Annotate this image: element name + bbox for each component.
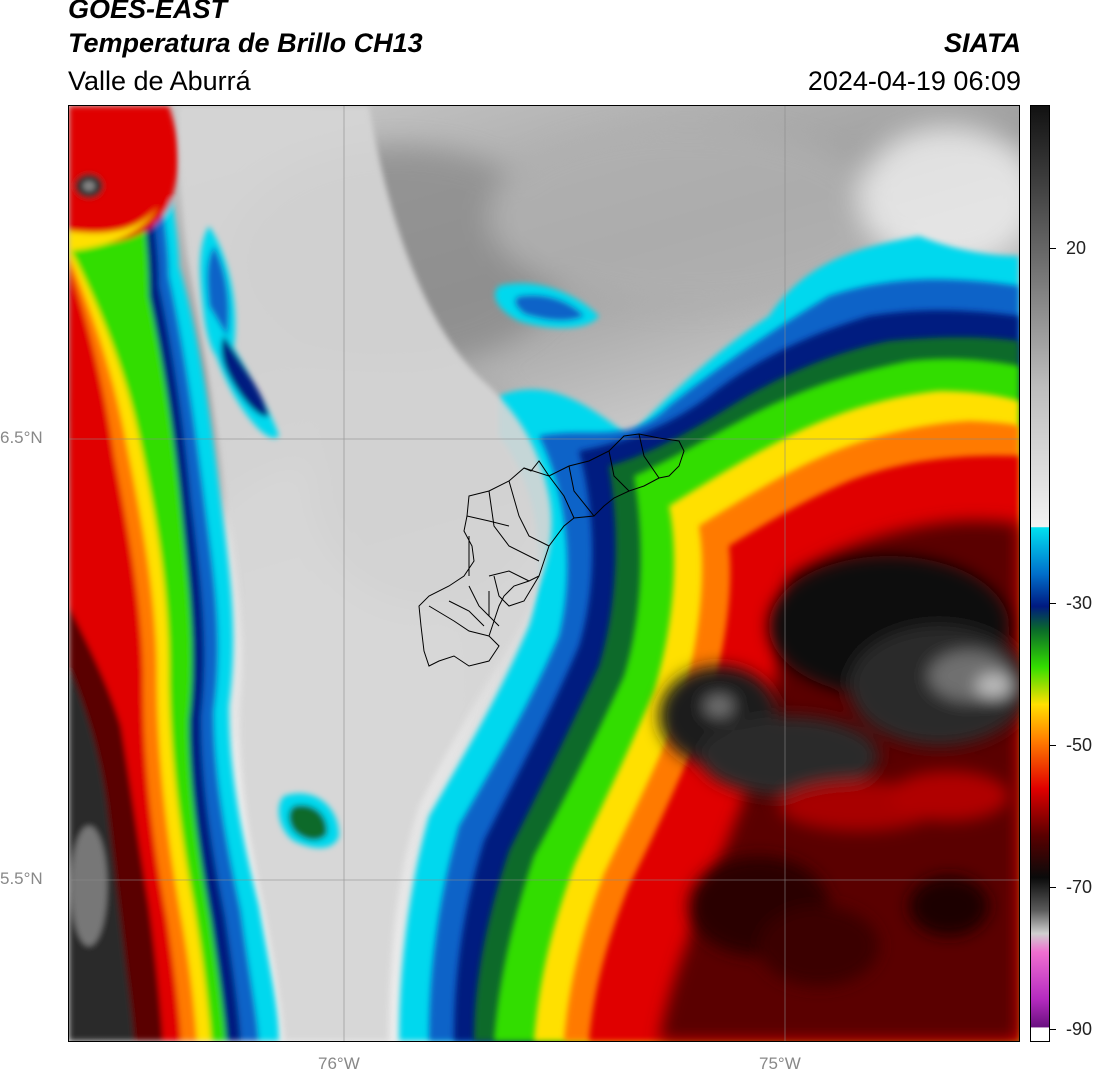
colorbar-tick-minus70 (1050, 887, 1056, 888)
colorbar-tick-minus90 (1050, 1029, 1056, 1030)
product-title: Temperatura de Brillo CH13 (68, 28, 423, 58)
map-canvas (69, 106, 1019, 1041)
lat-label-5-5: 5.5°N (0, 869, 43, 888)
colorbar-label-minus50: -50 (1066, 735, 1093, 755)
datetime-label: 2024-04-19 06:09 (807, 66, 1021, 96)
colorbar-tick-20 (1050, 248, 1056, 249)
colorbar-label-minus30: -30 (1066, 593, 1093, 613)
colorbar-tick-minus50 (1050, 745, 1056, 746)
temperature-colorbar (1030, 105, 1050, 1042)
warm-region-west (69, 106, 279, 1041)
agency-label: SIATA (944, 28, 1021, 58)
region-label: Valle de Aburrá (68, 66, 251, 96)
brightness-temperature-map (68, 105, 1020, 1042)
lat-label-6-5: 6.5°N (0, 428, 43, 447)
satellite-title: GOES-EAST (68, 0, 228, 24)
municipal-boundaries (418, 433, 685, 667)
lon-label-76w: 76°W (318, 1054, 360, 1073)
warm-region-east (399, 236, 1019, 1041)
gridlines (69, 106, 1019, 1041)
colorbar-tick-minus30 (1050, 603, 1056, 604)
colorbar-label-20: 20 (1066, 238, 1087, 258)
colorbar-label-minus90: -90 (1066, 1019, 1093, 1039)
lon-label-75w: 75°W (759, 1054, 801, 1073)
colorbar-scale (1031, 106, 1049, 1041)
colorbar-label-minus70: -70 (1066, 877, 1093, 897)
